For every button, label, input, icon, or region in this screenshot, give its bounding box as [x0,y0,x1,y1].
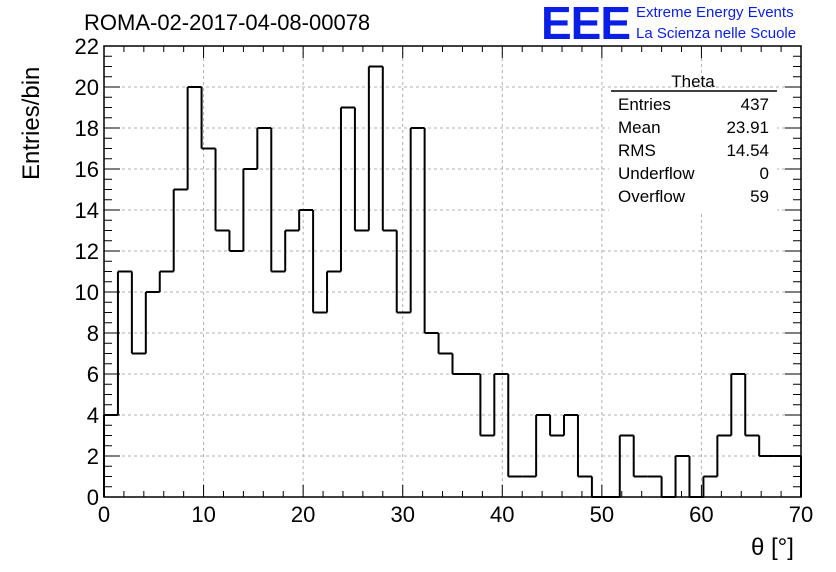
grid-lines [104,46,801,497]
y-tick-label: 10 [75,280,99,305]
stats-label: Overflow [618,187,686,206]
y-tick-label: 12 [75,239,99,264]
x-tick-label: 40 [490,502,514,527]
stats-label: RMS [618,141,656,160]
stats-value: 437 [741,95,769,114]
y-tick-label: 20 [75,75,99,100]
eee-tagline-1: Extreme Energy Events [636,4,794,21]
x-tick-label: 0 [98,502,110,527]
y-tick-label: 6 [87,362,99,387]
x-tick-label: 30 [390,502,414,527]
y-tick-label: 16 [75,157,99,182]
stats-box-title: Theta [671,72,715,91]
chart-title: ROMA-02-2017-04-08-00078 [84,10,371,35]
y-tick-label: 8 [87,321,99,346]
y-tick-label: 2 [87,444,99,469]
y-tick-label: 0 [87,485,99,510]
stats-box-background [609,88,777,212]
eee-logo: EEE [541,0,631,49]
x-tick-label: 50 [590,502,614,527]
x-axis-label: θ [°] [751,534,794,561]
stats-label: Entries [618,95,671,114]
y-tick-label: 22 [75,34,99,59]
x-tick-label: 20 [291,502,315,527]
histogram [103,65,802,498]
stats-value: 23.91 [726,118,769,137]
y-tick-label: 14 [75,198,99,223]
stats-label: Mean [618,118,661,137]
y-axis-label: Entries/bin [18,66,45,180]
y-tick-label: 4 [87,403,99,428]
y-tick-label: 18 [75,116,99,141]
stats-label: Underflow [618,164,695,183]
axis-ticks: 0 10 20 30 40 50 60 70 0 2 4 6 8 10 12 14 16 18 20 22 [75,34,814,527]
x-tick-label: 70 [789,502,813,527]
stats-value: 0 [760,164,769,183]
x-tick-label: 60 [689,502,713,527]
eee-tagline-2: La Scienza nelle Scuole [636,25,797,42]
stats-value: 14.54 [726,141,769,160]
x-tick-label: 10 [191,502,215,527]
stats-value: 59 [750,187,769,206]
